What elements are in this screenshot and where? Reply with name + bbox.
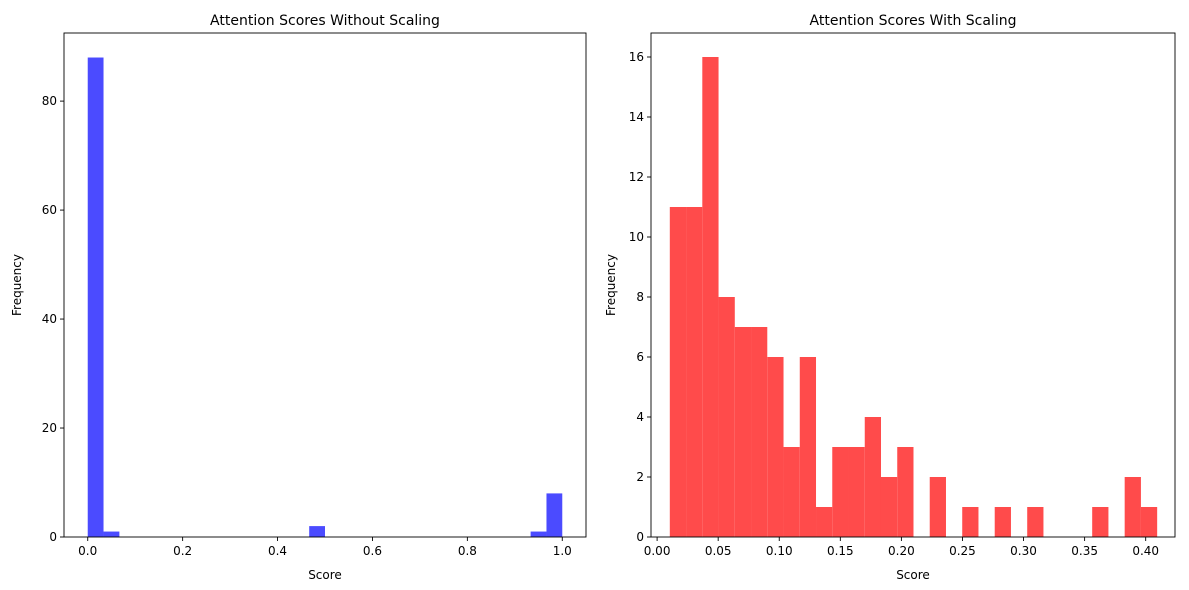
histogram-bar <box>87 57 104 537</box>
x-tick-label: 0.30 <box>1010 544 1037 558</box>
x-axis-label: Score <box>308 568 342 582</box>
histogram-bar <box>816 507 833 537</box>
x-tick-label: 0.6 <box>363 544 382 558</box>
x-axis-ticks: 0.0 0.2 0.4 0.6 0.8 1.0 <box>78 537 572 558</box>
histogram-bar <box>1027 507 1044 537</box>
y-axis-ticks: 0 2 4 6 8 10 12 14 16 <box>629 50 651 544</box>
y-tick-label: 0 <box>636 530 644 544</box>
bar-group <box>87 57 563 537</box>
histogram-bar <box>962 507 979 537</box>
y-tick-label: 6 <box>636 350 644 364</box>
histogram-bar <box>864 417 881 537</box>
y-tick-label: 2 <box>636 470 644 484</box>
histogram-bar <box>848 447 865 537</box>
x-tick-label: 0.40 <box>1132 544 1159 558</box>
histogram-bar <box>1140 507 1158 537</box>
histogram-bar <box>1124 477 1141 537</box>
y-axis-ticks: 0 20 40 60 80 <box>42 94 64 544</box>
histogram-bar <box>546 493 563 537</box>
histogram-bar <box>309 526 325 537</box>
histogram-bar <box>669 207 687 537</box>
histogram-panel-with-scaling: Attention Scores With Scaling 0.00 0.05 0.… <box>604 13 1176 582</box>
histogram-bar <box>799 357 817 537</box>
chart-title: Attention Scores Without Scaling <box>210 13 440 29</box>
histogram-bar <box>718 297 735 537</box>
axes-frame <box>63 32 587 538</box>
x-tick-label: 0.4 <box>268 544 287 558</box>
y-tick-label: 8 <box>636 290 644 304</box>
y-tick-label: 20 <box>42 421 57 435</box>
y-tick-label: 0 <box>49 530 57 544</box>
x-tick-label: 0.8 <box>458 544 477 558</box>
x-tick-label: 0.10 <box>766 544 793 558</box>
y-tick-label: 14 <box>629 110 644 124</box>
axes-frame <box>650 32 1176 538</box>
y-tick-label: 10 <box>629 230 644 244</box>
x-axis-ticks: 0.00 0.05 0.10 0.15 0.20 0.25 0.30 0.35 0.40 <box>644 537 1159 558</box>
y-tick-label: 80 <box>42 94 57 108</box>
y-tick-label: 16 <box>629 50 644 64</box>
y-axis-label: Frequency <box>10 254 24 316</box>
x-tick-label: 0.25 <box>949 544 976 558</box>
histogram-bar <box>702 57 719 537</box>
histogram-panel-without-scaling: Attention Scores Without Scaling 0.0 0.2 0… <box>10 13 587 582</box>
histogram-bar <box>734 327 752 537</box>
histogram-bar <box>929 477 946 537</box>
y-tick-label: 4 <box>636 410 644 424</box>
histogram-bar <box>103 531 120 537</box>
histogram-bar <box>897 447 914 537</box>
y-tick-label: 40 <box>42 312 57 326</box>
x-tick-label: 0.05 <box>705 544 732 558</box>
x-tick-label: 0.15 <box>827 544 854 558</box>
y-tick-label: 12 <box>629 170 644 184</box>
bar-group <box>669 57 1158 537</box>
x-tick-label: 0.20 <box>888 544 915 558</box>
histogram-bar <box>530 531 547 537</box>
y-axis-label: Frequency <box>604 254 618 316</box>
x-tick-label: 0.00 <box>644 544 671 558</box>
x-tick-label: 0.2 <box>173 544 192 558</box>
x-axis-label: Score <box>896 568 930 582</box>
x-tick-label: 0.0 <box>78 544 97 558</box>
histogram-bar <box>994 507 1011 537</box>
histogram-bar <box>1092 507 1109 537</box>
histogram-bar <box>783 447 800 537</box>
chart-title: Attention Scores With Scaling <box>810 13 1017 29</box>
histogram-bar <box>767 357 784 537</box>
histogram-bar <box>880 477 898 537</box>
y-tick-label: 60 <box>42 203 57 217</box>
x-tick-label: 1.0 <box>553 544 572 558</box>
histogram-bar <box>832 447 849 537</box>
x-tick-label: 0.35 <box>1071 544 1098 558</box>
histogram-bar <box>751 327 768 537</box>
histogram-bar <box>686 207 703 537</box>
